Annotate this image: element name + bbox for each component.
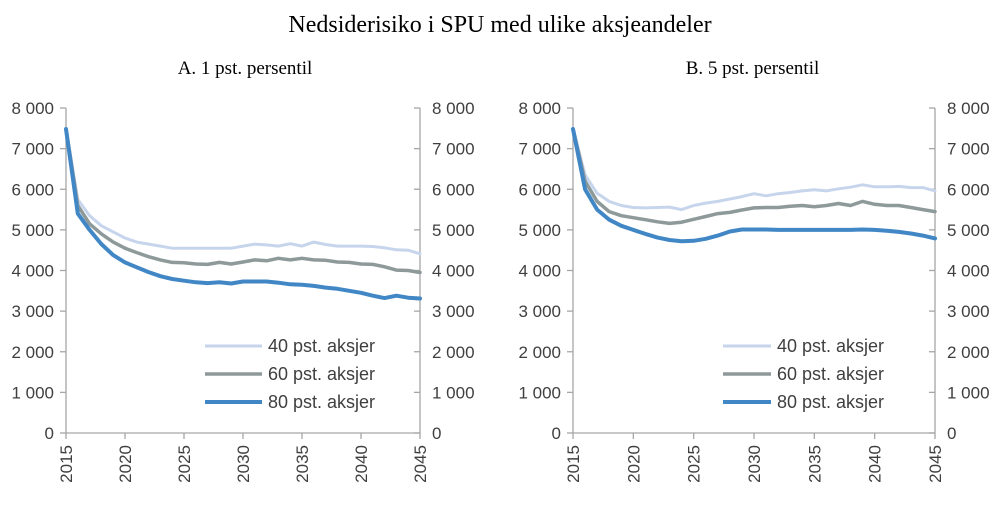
y-tick-label-right: 3 000	[947, 302, 990, 321]
chart-svg-b: 0 0 1 000 1 000 2 000 2 000 3 000 3 000 4 000 4 0…	[518, 99, 990, 483]
x-tick-label: 2020	[116, 445, 135, 483]
y-tick-label-left: 5 000	[518, 221, 561, 240]
y-tick-label-right: 5 000	[947, 221, 990, 240]
y-tick-label-left: 0	[45, 424, 54, 443]
x-tick-label: 2015	[564, 445, 583, 483]
y-tick-label-left: 3 000	[11, 302, 54, 321]
y-tick-label-right: 4 000	[947, 262, 990, 281]
y-tick-label-right: 2 000	[432, 343, 475, 362]
y-tick-label-right: 2 000	[947, 343, 990, 362]
series-line-80-pst-aksjer	[64, 127, 422, 301]
chart-panel-b: 0 0 1 000 1 000 2 000 2 000 3 000 3 000 4 000 4 0…	[500, 90, 1000, 508]
y-tick-label-right: 4 000	[432, 262, 475, 281]
y-tick-label-left: 7 000	[518, 140, 561, 159]
x-tick-label: 2030	[745, 445, 764, 483]
chart-svg-a: 0 0 1 000 1 000 2 000 2 000 3 000 3 000 4 000 4 0…	[11, 99, 475, 483]
y-tick-label-left: 4 000	[11, 262, 54, 281]
y-tick-label-left: 7 000	[11, 140, 54, 159]
legend-label-40-pst-aksjer: 40 pst. aksjer	[268, 336, 375, 356]
y-tick-label-left: 0	[552, 424, 561, 443]
y-tick-label-left: 1 000	[11, 383, 54, 402]
x-tick-label: 2040	[866, 445, 885, 483]
y-tick-label-left: 6 000	[11, 180, 54, 199]
x-tick-label: 2035	[293, 445, 312, 483]
series-line-40-pst-aksjer	[571, 126, 937, 212]
x-tick-label: 2030	[234, 445, 253, 483]
y-tick-label-right: 0	[432, 424, 441, 443]
y-tick-label-left: 6 000	[518, 180, 561, 199]
y-tick-label-left: 8 000	[518, 99, 561, 118]
y-tick-label-left: 3 000	[518, 302, 561, 321]
x-tick-label: 2045	[411, 445, 430, 483]
y-tick-label-right: 8 000	[947, 99, 990, 118]
series-line-60-pst-aksjer	[64, 126, 422, 275]
y-tick-label-right: 8 000	[432, 99, 475, 118]
x-tick-label: 2025	[175, 445, 194, 483]
legend-label-60-pst-aksjer: 60 pst. aksjer	[777, 364, 884, 384]
y-tick-label-right: 0	[947, 424, 956, 443]
x-tick-label: 2015	[57, 445, 76, 483]
y-tick-label-right: 5 000	[432, 221, 475, 240]
legend-label-80-pst-aksjer: 80 pst. aksjer	[268, 392, 375, 412]
y-tick-label-right: 3 000	[432, 302, 475, 321]
legend-label-80-pst-aksjer: 80 pst. aksjer	[777, 392, 884, 412]
y-tick-label-right: 7 000	[947, 140, 990, 159]
y-tick-label-left: 1 000	[518, 383, 561, 402]
y-tick-label-left: 4 000	[518, 262, 561, 281]
y-tick-label-right: 6 000	[947, 180, 990, 199]
y-tick-label-left: 2 000	[518, 343, 561, 362]
y-tick-label-right: 1 000	[432, 383, 475, 402]
x-tick-label: 2025	[685, 445, 704, 483]
legend-label-60-pst-aksjer: 60 pst. aksjer	[268, 364, 375, 384]
series-line-40-pst-aksjer	[64, 126, 422, 256]
y-tick-label-right: 7 000	[432, 140, 475, 159]
x-tick-label: 2040	[352, 445, 371, 483]
series-line-80-pst-aksjer	[571, 127, 937, 244]
subtitle-panel-b: B. 5 pst. persentil	[685, 58, 820, 79]
figure-title: Nedsiderisiko i SPU med ulike aksjeandel…	[288, 12, 712, 38]
y-tick-label-left: 8 000	[11, 99, 54, 118]
y-tick-label-left: 2 000	[11, 343, 54, 362]
x-tick-label: 2045	[926, 445, 945, 483]
chart-panel-a: 0 0 1 000 1 000 2 000 2 000 3 000 3 000 4 000 4 0…	[0, 90, 495, 508]
y-tick-label-right: 6 000	[432, 180, 475, 199]
y-tick-label-right: 1 000	[947, 383, 990, 402]
series-line-60-pst-aksjer	[571, 126, 937, 226]
legend-label-40-pst-aksjer: 40 pst. aksjer	[777, 336, 884, 356]
x-tick-label: 2020	[624, 445, 643, 483]
y-tick-label-left: 5 000	[11, 221, 54, 240]
x-tick-label: 2035	[805, 445, 824, 483]
subtitle-panel-a: A. 1 pst. persentil	[177, 58, 313, 79]
